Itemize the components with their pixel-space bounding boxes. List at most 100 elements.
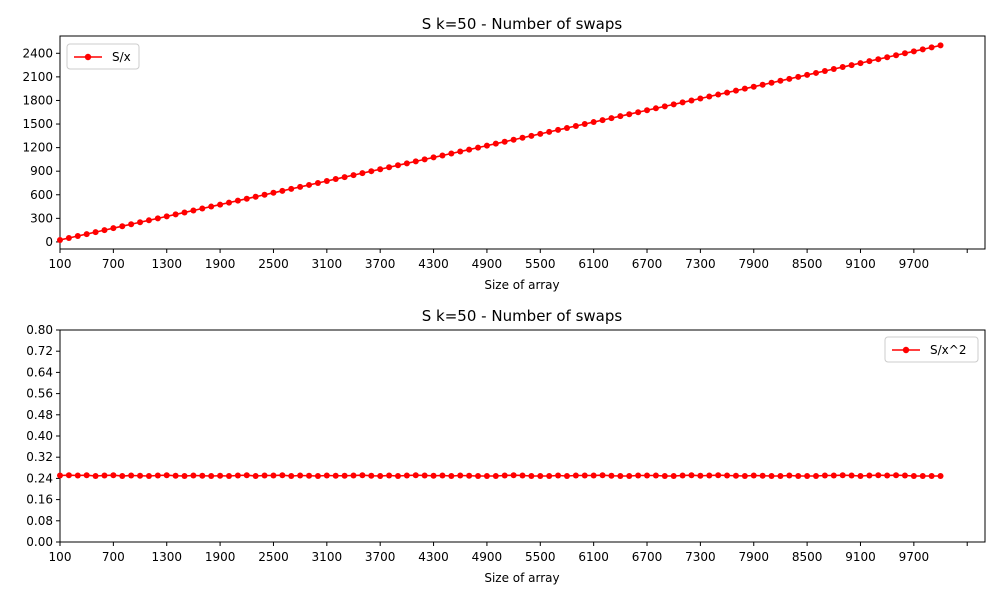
chart-top-data-point [270, 189, 277, 196]
chart-top-data-point [866, 58, 873, 65]
chart-bottom-data-point [163, 472, 170, 479]
chart-top-data-point [350, 172, 357, 179]
chart-bottom-data-point [314, 473, 321, 480]
chart-bottom-xtick-label: 7900 [738, 550, 769, 564]
chart-top-data-point [901, 50, 908, 57]
chart-top-data-point [466, 146, 473, 153]
chart-bottom-data-point [555, 472, 562, 479]
chart-bottom-data-point [510, 472, 517, 479]
chart-bottom-ytick-label: 0.32 [26, 450, 53, 464]
chart-bottom-data-point [492, 473, 499, 480]
chart-top-data-point [137, 219, 144, 226]
chart-bottom-data-point [741, 473, 748, 480]
chart-top-data-point [572, 122, 579, 129]
chart-bottom-legend-marker [902, 346, 910, 354]
chart-bottom-xtick-label: 3100 [312, 550, 343, 564]
chart-bottom-data-point [377, 473, 384, 480]
chart-top-legend-marker [84, 53, 92, 61]
chart-bottom-data-point [430, 472, 437, 479]
chart-bottom-data-point [635, 472, 642, 479]
chart-bottom-data-point [910, 473, 917, 480]
chart-bottom-ytick-label: 0.00 [26, 535, 53, 549]
chart-top-data-point [652, 105, 659, 112]
chart-top-xtick-label: 1300 [151, 257, 182, 271]
chart-bottom-data-point [590, 472, 597, 479]
chart-bottom-data-point [884, 472, 891, 479]
chart-bottom-legend-box [884, 336, 979, 363]
chart-bottom-data-point [715, 472, 722, 479]
chart-top-data-point [661, 103, 668, 110]
chart-top-data-point [448, 150, 455, 157]
chart-top-data-point [750, 83, 757, 90]
chart-top-data-point [697, 95, 704, 102]
chart-top-data-point [57, 236, 63, 243]
chart-bottom-xtick-label: 4300 [418, 550, 449, 564]
chart-bottom-ytick-label: 0.72 [26, 344, 53, 358]
chart-top-data-point [626, 111, 633, 118]
chart-top-data-point [163, 213, 170, 220]
chart-bottom-data-point [581, 472, 588, 479]
chart-bottom-data-point [439, 472, 446, 479]
chart-bottom-data-point [795, 473, 802, 480]
chart-bottom-data-point [57, 472, 63, 479]
chart-top-data-point [412, 158, 419, 165]
chart-bottom-data-point [688, 472, 695, 479]
chart-bottom-ytick-label: 0.24 [26, 471, 53, 485]
chart-bottom-data-point [866, 472, 873, 479]
chart-top-data-point [688, 97, 695, 104]
chart-bottom-data-point [181, 473, 188, 480]
chart-bottom-frame [59, 329, 986, 543]
chart-bottom-xtick-label: 8500 [792, 550, 823, 564]
chart-top-data-point [768, 79, 775, 86]
chart-bottom-ytick-label: 0.48 [26, 408, 53, 422]
chart-bottom-data-point [145, 473, 152, 480]
chart-bottom-xtick-label: 6100 [578, 550, 609, 564]
chart-bottom-data-point [323, 472, 330, 479]
chart-top-xtick-label: 3100 [312, 257, 343, 271]
chart-top-data-point [759, 81, 766, 88]
chart-top-data-point [119, 223, 126, 230]
chart-top-xtick-label: 9700 [899, 257, 930, 271]
chart-bottom-ytick-label: 0.40 [26, 429, 53, 443]
chart-bottom-data-point [821, 472, 828, 479]
chart-bottom-data-point [546, 473, 553, 480]
chart-top-data-point [403, 160, 410, 167]
chart-top-data-point [839, 64, 846, 71]
chart-top-data-point [323, 178, 330, 185]
chart-bottom-data-point [225, 473, 232, 480]
chart-top-data-point [181, 209, 188, 216]
chart-bottom-data-point [839, 472, 846, 479]
chart-bottom-data-point [270, 472, 277, 479]
chart-top-data-point [65, 235, 72, 241]
chart-top-data-point [804, 71, 811, 78]
chart-bottom-data-point [750, 472, 757, 479]
chart-top-data-point [225, 199, 232, 206]
chart-bottom-data-point [421, 472, 428, 479]
chart-bottom-series-line [59, 474, 941, 477]
chart-top-data-point [546, 128, 553, 135]
chart-top-data-point [154, 215, 161, 222]
chart-bottom-legend: S/x^2 [884, 336, 979, 363]
chart-bottom-xtick-label: 100 [49, 550, 72, 564]
chart-bottom-data-point [243, 472, 250, 479]
chart-bottom-data-point [572, 472, 579, 479]
chart-top-data-point [893, 52, 900, 59]
chart-top-ytick-label: 2100 [22, 70, 53, 84]
chart-bottom-ytick-label: 0.64 [26, 365, 53, 379]
chart-bottom-data-point [857, 473, 864, 480]
chart-bottom-data-point [208, 473, 215, 480]
chart-top-data-point [332, 176, 339, 183]
chart-bottom-data-point [475, 473, 482, 480]
chart-top-xtick-label: 4900 [472, 257, 503, 271]
chart-top-xtick-label: 7300 [685, 257, 716, 271]
chart-top-data-point [92, 229, 99, 236]
chart-top-data-point [394, 162, 401, 169]
chart-bottom-data-point [724, 472, 731, 479]
chart-top-data-point [279, 187, 286, 194]
chart-top-data-point [937, 42, 944, 49]
chart-top-data-point [732, 87, 739, 94]
chart-bottom-data-point [190, 472, 197, 479]
chart-top-xtick-label: 8500 [792, 257, 823, 271]
chart-top-data-point [724, 89, 731, 96]
chart-top-xtick-label: 6100 [578, 257, 609, 271]
